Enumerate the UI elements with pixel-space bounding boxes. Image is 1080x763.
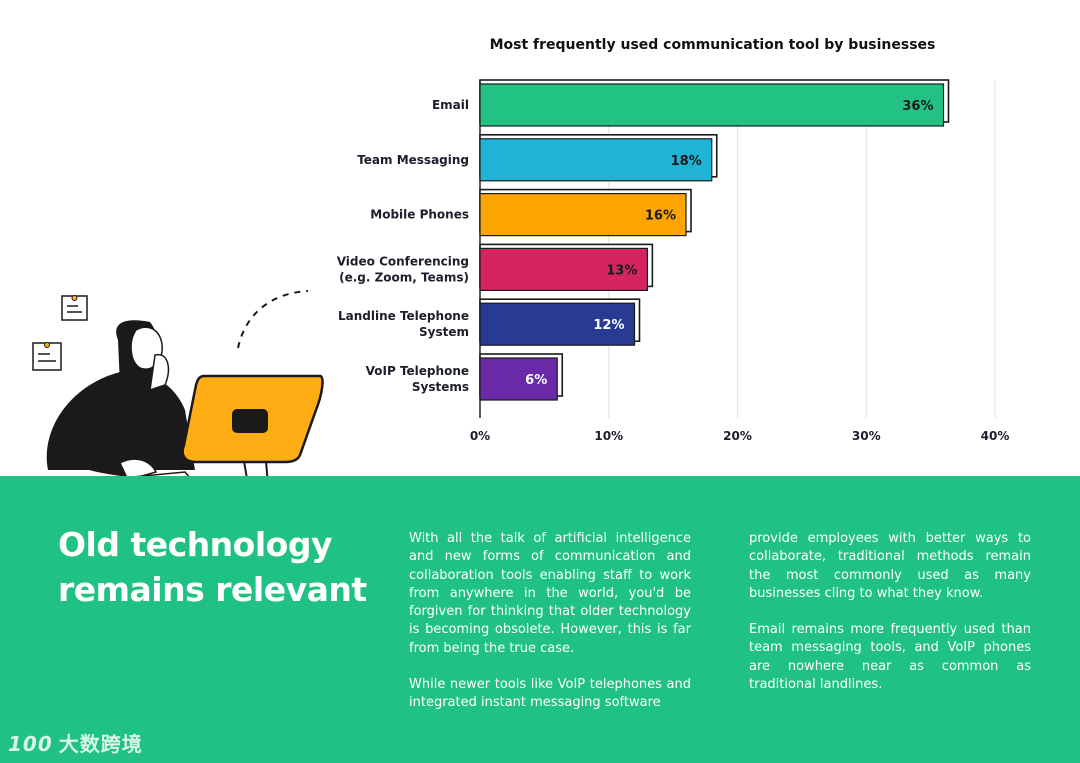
chart-labels: 0% 10% 20% 30% 40% 36% Email 18% Team Messaging 1… <box>337 98 1010 443</box>
bar-chart: 0% 10% 20% 30% 40% 36% Email 18% Team Messaging 1… <box>337 79 1010 443</box>
bar-value-label: 16% <box>645 209 676 224</box>
text-column-left: With all the talk of artificial intellig… <box>409 530 691 731</box>
bar <box>479 357 558 401</box>
bar-value-label: 13% <box>606 263 637 278</box>
paragraph: Email remains more frequently used than … <box>749 622 1031 693</box>
category-label: Video Conferencing <box>337 254 469 268</box>
x-tick-label: 40% <box>981 429 1010 443</box>
green-panel <box>0 476 1080 763</box>
x-tick-label: 20% <box>723 429 752 443</box>
bar <box>479 83 945 127</box>
x-tick-label: 10% <box>594 429 623 443</box>
paragraph: While newer tools like VoIP telephones a… <box>409 677 691 711</box>
headline: Old technology remains relevant <box>58 525 367 609</box>
x-tick-label: 0% <box>470 429 490 443</box>
woman-at-computer-illustration <box>32 290 324 500</box>
bar-value-label: 12% <box>593 318 624 333</box>
bar <box>479 193 687 237</box>
note-icon <box>61 295 88 321</box>
logo-number: 100 <box>8 732 53 756</box>
category-label: VoIP Telephone <box>366 364 469 378</box>
bar-value-label: 36% <box>902 99 933 114</box>
category-label: Team Messaging <box>357 153 469 167</box>
paragraph: provide employees with better ways to co… <box>749 531 1031 601</box>
bar <box>479 138 713 182</box>
category-label: System <box>419 325 469 339</box>
logo-text: 大数跨境 <box>58 732 143 756</box>
x-tick-label: 30% <box>852 429 881 443</box>
bar <box>479 302 636 346</box>
category-label: Email <box>432 98 469 112</box>
category-label: Landline Telephone <box>338 309 469 323</box>
chart-bars <box>479 79 950 401</box>
category-label: (e.g. Zoom, Teams) <box>339 270 469 284</box>
category-label: Mobile Phones <box>370 208 469 222</box>
text-column-right: provide employees with better ways to co… <box>749 530 1031 712</box>
note-icon <box>32 342 62 371</box>
bar <box>479 247 648 291</box>
bar-value-label: 6% <box>525 373 547 388</box>
category-label: Systems <box>412 380 469 394</box>
bar-value-label: 18% <box>671 154 702 169</box>
watermark-logo: 100 大数跨境 <box>8 728 143 757</box>
chart-title: Most frequently used communication tool … <box>489 37 936 53</box>
paragraph: With all the talk of artificial intellig… <box>409 531 691 656</box>
